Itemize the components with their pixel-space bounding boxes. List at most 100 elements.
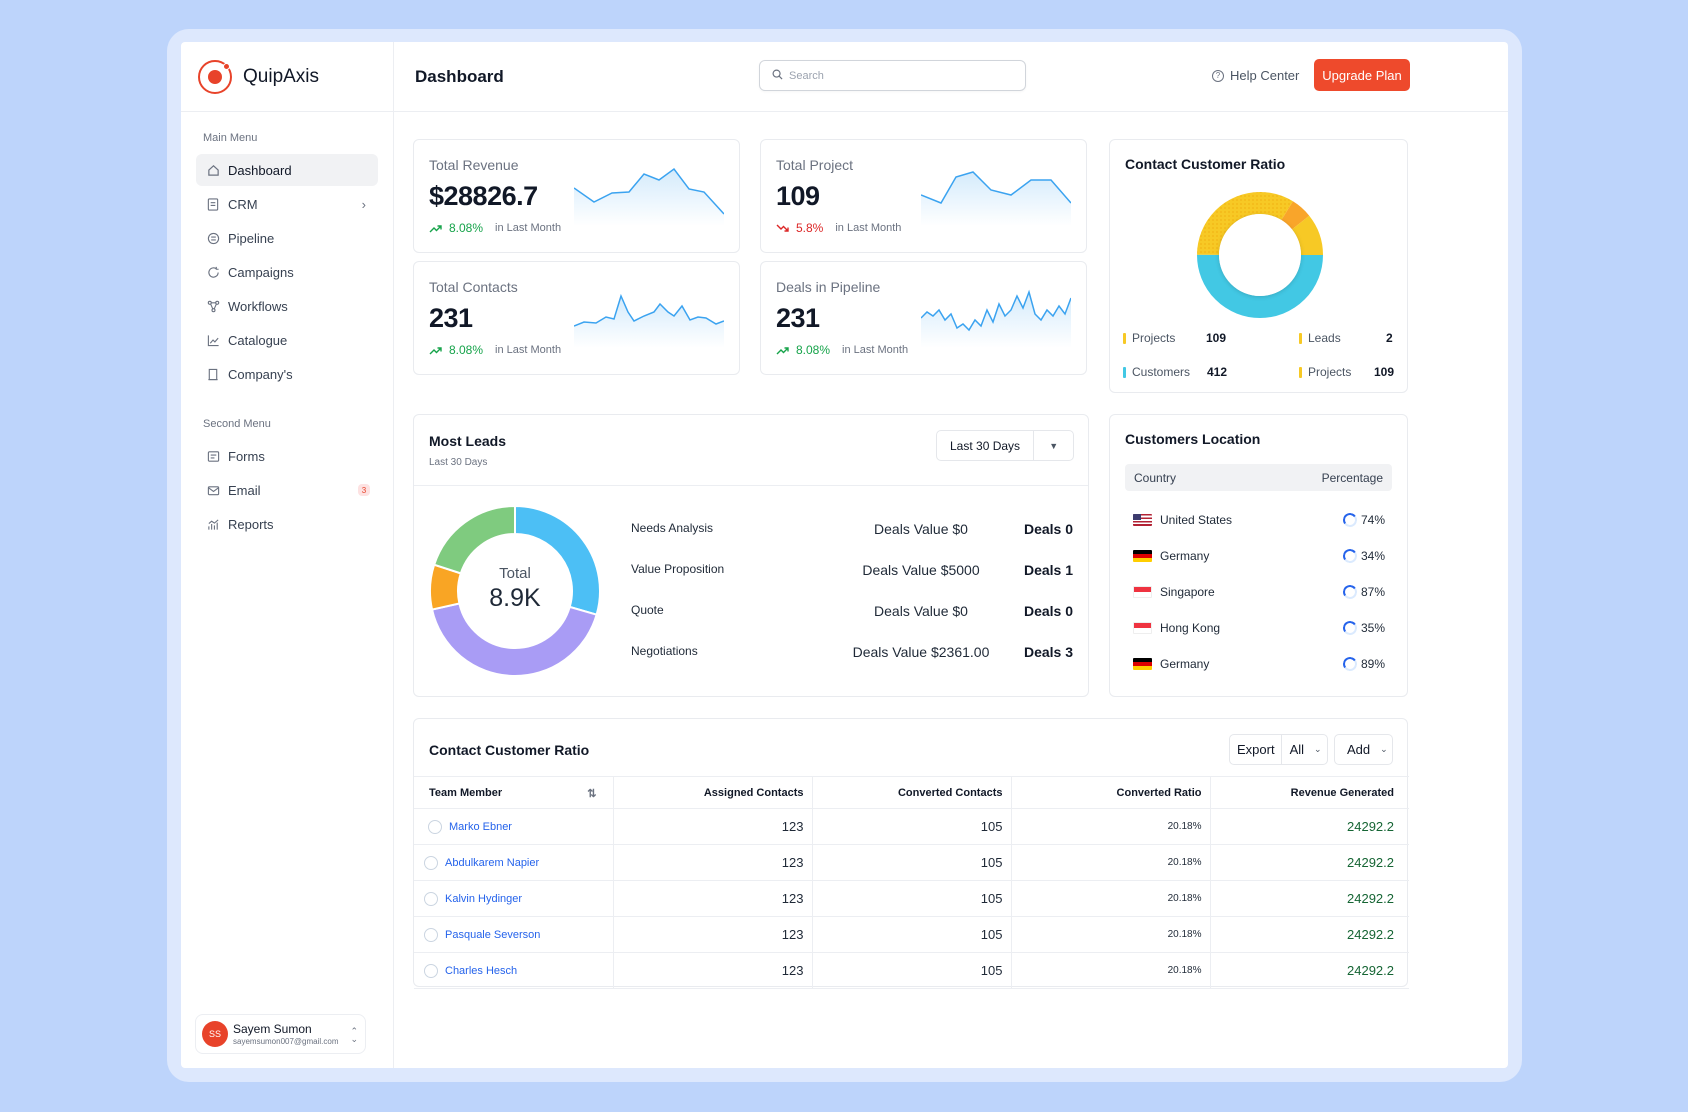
ratio-cell: 20.18% xyxy=(1011,844,1211,881)
row-checkbox[interactable] xyxy=(424,963,438,978)
col-converted-contacts[interactable]: Converted Contacts xyxy=(812,776,1012,809)
assigned-cell: 123 xyxy=(613,880,813,917)
member-link[interactable]: Marko Ebner xyxy=(449,820,512,833)
add-button[interactable]: Add ⌄ xyxy=(1334,734,1393,765)
country-name: Germany xyxy=(1160,549,1210,563)
export-button[interactable]: Export xyxy=(1230,735,1282,764)
progress-ring-icon xyxy=(1341,511,1359,529)
hong-kong-flag-icon xyxy=(1133,622,1152,634)
assigned-cell: 123 xyxy=(613,808,813,845)
legend-leads: Leads xyxy=(1299,331,1341,345)
location-row: Singapore 87% xyxy=(1133,582,1385,602)
stat-title: Total Revenue xyxy=(429,157,519,173)
revenue-sparkline xyxy=(574,167,724,226)
user-account-switcher[interactable]: SS Sayem Sumon sayemsumon007@gmail.com ⌃… xyxy=(195,1014,366,1054)
row-checkbox[interactable] xyxy=(424,855,438,870)
progress-ring-icon xyxy=(1341,619,1359,637)
sidebar-item-catalogue[interactable]: Catalogue xyxy=(196,324,378,356)
sidebar-item-email[interactable]: Email 3 xyxy=(196,474,378,506)
sidebar-item-label: Campaigns xyxy=(228,264,294,280)
stat-change: 8.08% in Last Month xyxy=(429,221,561,235)
col-team-member[interactable]: Team Member ⇅ xyxy=(414,776,614,809)
revenue-cell: 24292.2 xyxy=(1210,952,1409,989)
germany-flag-icon xyxy=(1133,658,1152,670)
legend-projects-2: Projects xyxy=(1299,365,1351,379)
progress-ring-icon xyxy=(1341,547,1359,565)
sidebar-item-companys[interactable]: Company's xyxy=(196,358,378,390)
stat-change-value: 8.08% xyxy=(796,343,831,357)
donut-total-label: Total xyxy=(499,565,531,582)
member-link[interactable]: Charles Hesch xyxy=(445,964,518,977)
country-percentage: 87% xyxy=(1360,585,1385,599)
email-icon xyxy=(206,483,220,497)
col-assigned-contacts[interactable]: Assigned Contacts xyxy=(613,776,813,809)
export-filter-control[interactable]: Export All ⌄ xyxy=(1229,734,1328,765)
date-range-select[interactable]: Last 30 Days ▼ xyxy=(936,430,1074,461)
progress-ring-icon xyxy=(1341,655,1359,673)
stat-value: $28826.7 xyxy=(429,181,538,211)
stat-change-period: in Last Month xyxy=(495,222,562,234)
stat-value: 231 xyxy=(429,303,473,333)
col-country: Country xyxy=(1134,470,1177,485)
date-range-value: Last 30 Days xyxy=(950,438,1021,453)
sidebar: QuipAxis Main Menu Dashboard CRM › Pipel… xyxy=(181,42,394,1068)
pipeline-sparkline xyxy=(921,289,1071,348)
converted-cell: 105 xyxy=(812,952,1012,989)
stat-change-value: 8.08% xyxy=(449,221,484,235)
help-center-link[interactable]: ? Help Center xyxy=(1212,68,1299,83)
sidebar-item-dashboard[interactable]: Dashboard xyxy=(196,154,378,186)
most-leads-subtitle: Last 30 Days xyxy=(429,457,488,468)
most-leads-donut-chart xyxy=(429,504,601,677)
sidebar-item-forms[interactable]: Forms xyxy=(196,440,378,472)
sidebar-item-label: Company's xyxy=(228,366,293,382)
help-center-label: Help Center xyxy=(1230,68,1300,83)
lead-stage-deals: Deals 3 xyxy=(1023,644,1073,660)
country-name: United States xyxy=(1160,513,1233,527)
sidebar-item-crm[interactable]: CRM › xyxy=(196,188,378,220)
table-row: Abdulkarem Napier 123 105 20.18% 24292.2 xyxy=(414,844,1409,881)
stat-change: 5.8% in Last Month xyxy=(776,221,901,235)
row-checkbox[interactable] xyxy=(424,891,438,906)
member-link[interactable]: Kalvin Hydinger xyxy=(445,892,523,905)
country-percentage: 89% xyxy=(1360,657,1385,671)
workflows-icon xyxy=(206,299,220,313)
pipeline-icon xyxy=(206,231,220,245)
location-row: Germany 89% xyxy=(1133,654,1385,674)
country-name: Germany xyxy=(1160,657,1210,671)
row-checkbox[interactable] xyxy=(424,927,438,942)
table-row: Kalvin Hydinger 123 105 20.18% 24292.2 xyxy=(414,880,1409,917)
member-link[interactable]: Abdulkarem Napier xyxy=(445,856,540,869)
sidebar-item-workflows[interactable]: Workflows xyxy=(196,290,378,322)
sidebar-item-campaigns[interactable]: Campaigns xyxy=(196,256,378,288)
lead-stage-deals: Deals 0 xyxy=(1023,603,1073,619)
export-filter-value[interactable]: All xyxy=(1289,742,1305,757)
main-menu-title: Main Menu xyxy=(203,132,258,144)
home-icon xyxy=(206,163,220,177)
stat-card-pipeline: Deals in Pipeline 231 8.08% in Last Mont… xyxy=(760,261,1087,375)
logo-icon xyxy=(198,59,232,94)
member-link[interactable]: Pasquale Severson xyxy=(445,928,541,941)
stat-title: Total Contacts xyxy=(429,279,518,295)
upgrade-plan-button[interactable]: Upgrade Plan xyxy=(1314,59,1410,91)
us-flag-icon xyxy=(1133,514,1152,526)
search-input[interactable] xyxy=(789,69,989,82)
chevron-right-icon: › xyxy=(361,196,366,212)
ratio-donut-chart xyxy=(1197,192,1323,318)
stat-card-contacts: Total Contacts 231 8.08% in Last Month xyxy=(413,261,740,375)
divider xyxy=(414,485,1088,486)
brand[interactable]: QuipAxis xyxy=(181,42,393,112)
sidebar-item-reports[interactable]: Reports xyxy=(196,508,378,540)
legend-leads-value: 2 xyxy=(1386,331,1393,345)
row-checkbox[interactable] xyxy=(428,819,442,834)
stat-change-value: 8.08% xyxy=(449,343,484,357)
caret-down-icon: ▼ xyxy=(1033,431,1073,460)
col-revenue-generated[interactable]: Revenue Generated xyxy=(1210,776,1409,809)
stat-change-period: in Last Month xyxy=(835,222,902,234)
country-percentage: 35% xyxy=(1360,621,1385,635)
email-count-badge: 3 xyxy=(358,484,370,496)
col-converted-ratio[interactable]: Converted Ratio xyxy=(1011,776,1211,809)
search-box[interactable] xyxy=(759,60,1026,91)
sidebar-item-pipeline[interactable]: Pipeline xyxy=(196,222,378,254)
lead-stage-value: Deals Value $2361.00 xyxy=(852,644,990,660)
sort-icon[interactable]: ⇅ xyxy=(587,788,597,800)
